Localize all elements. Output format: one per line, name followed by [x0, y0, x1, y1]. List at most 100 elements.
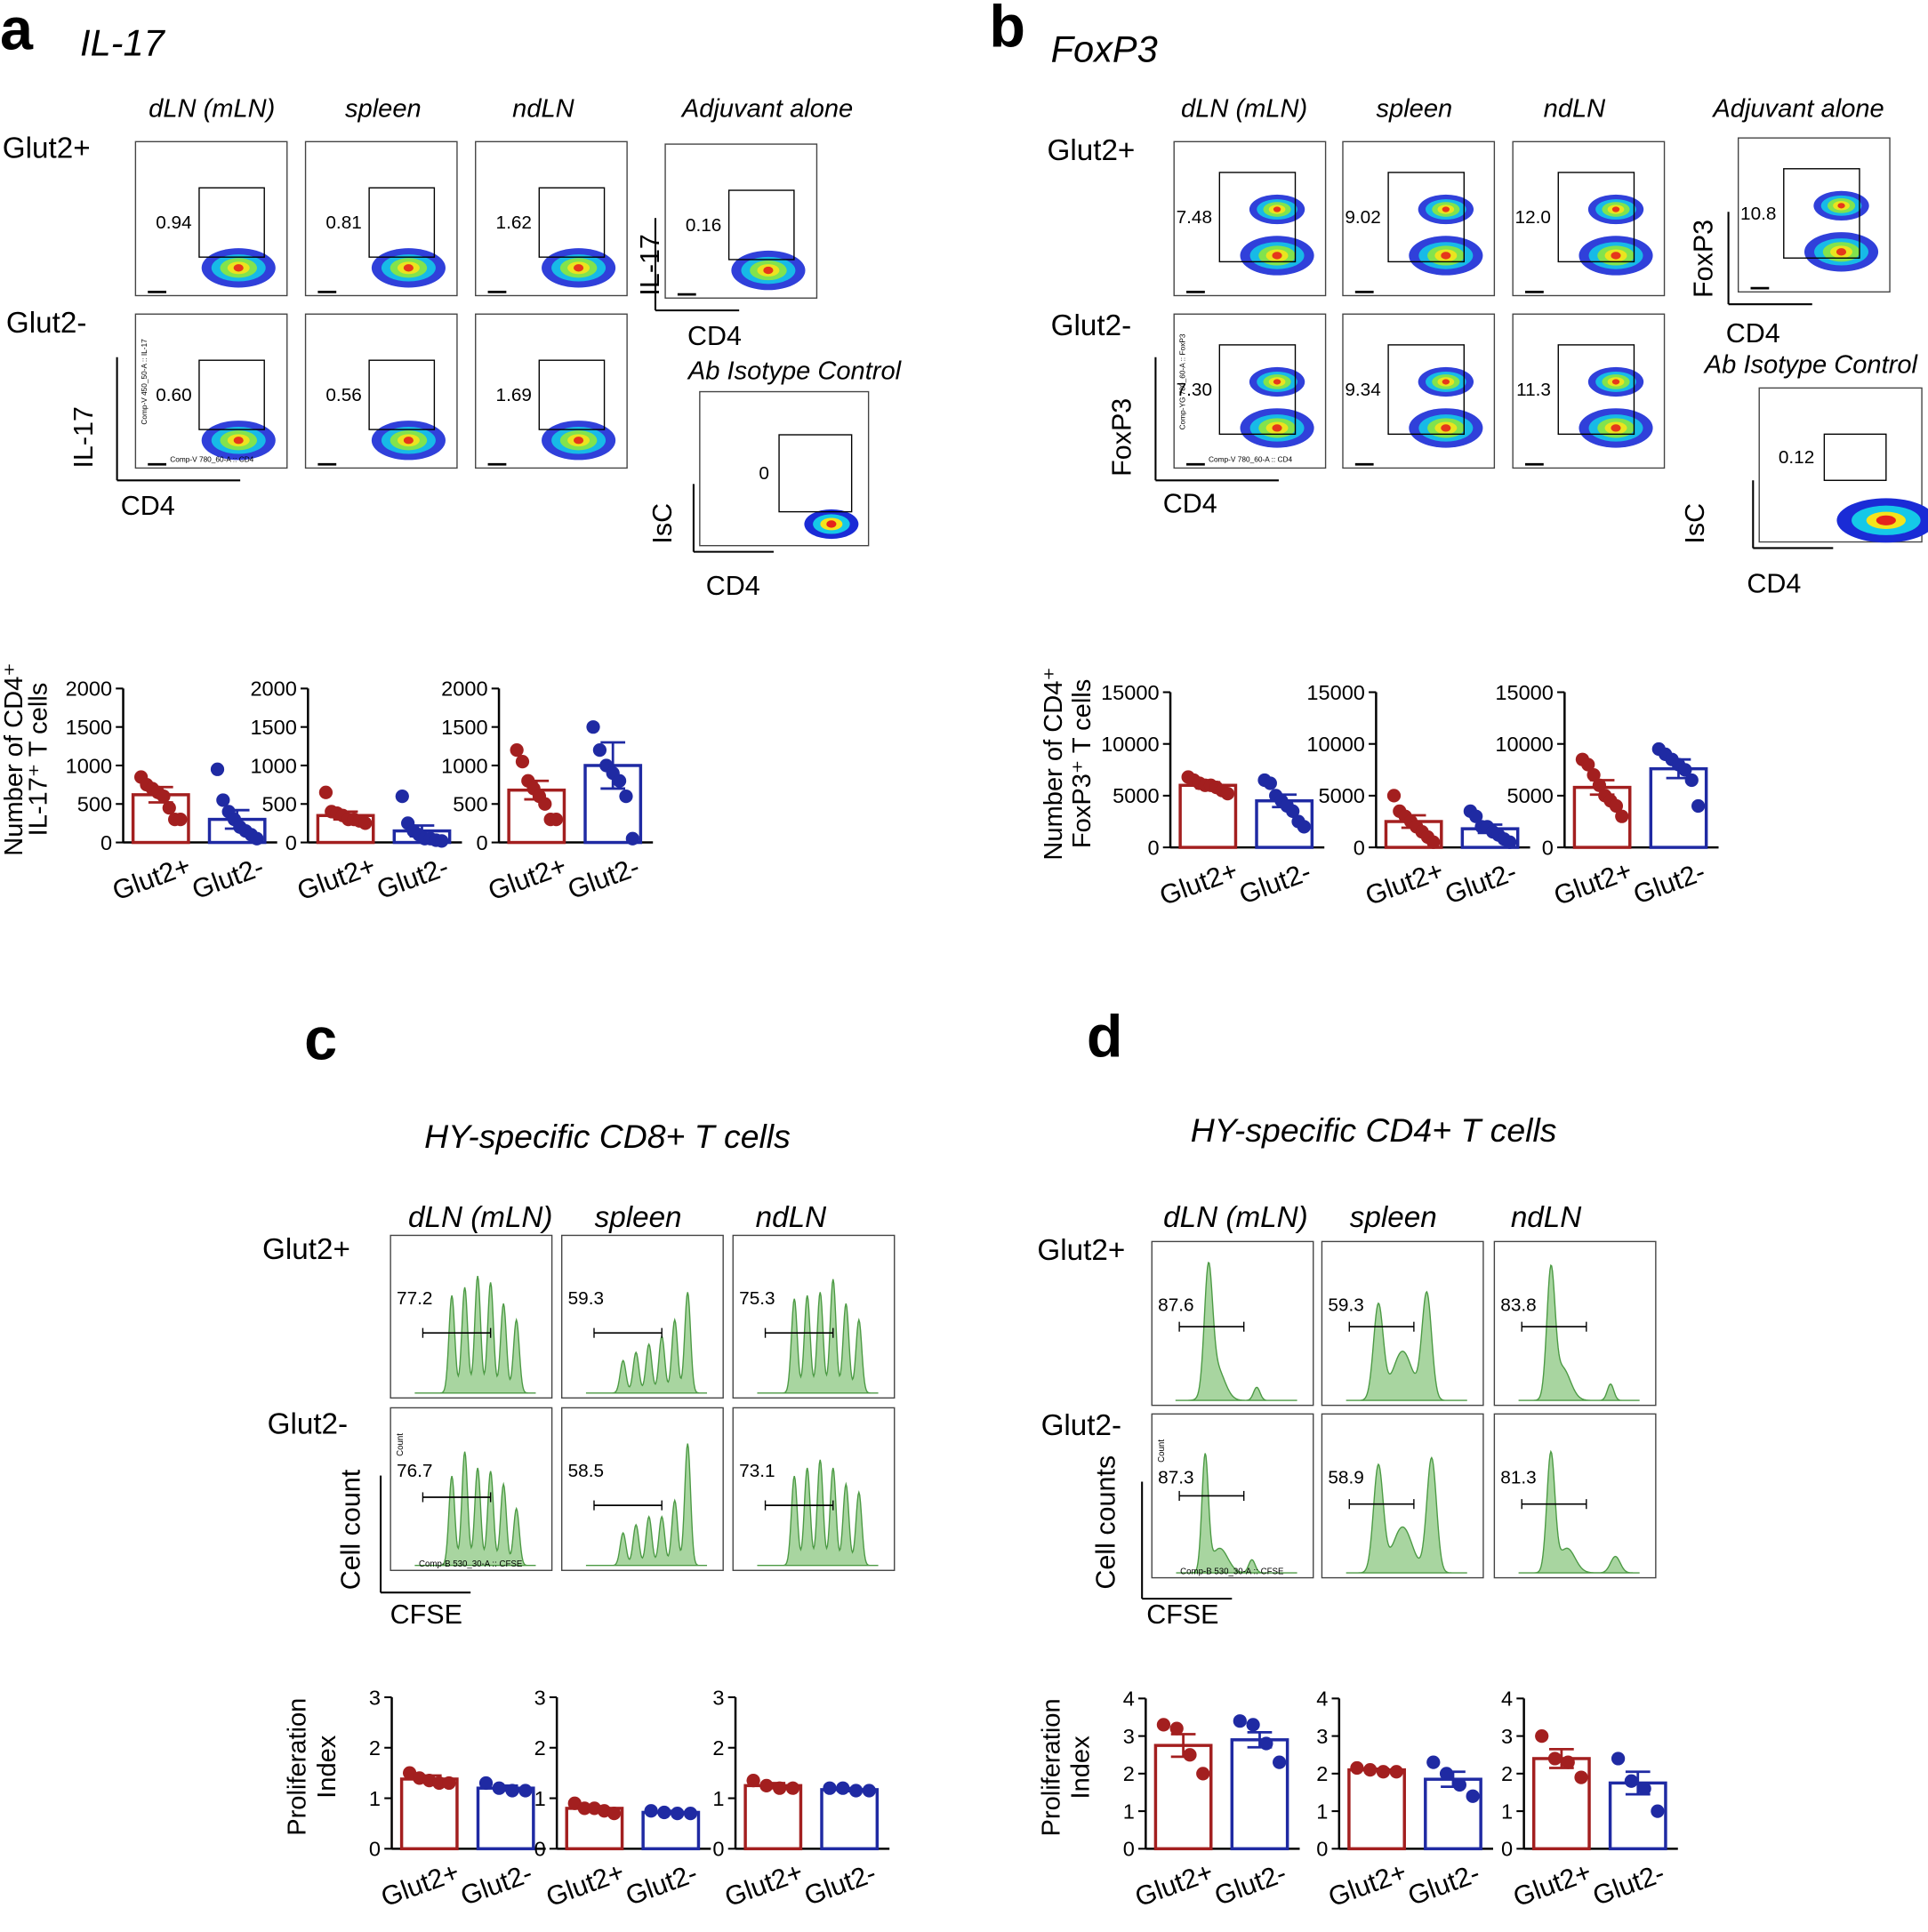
x-axis-label: CD4	[121, 491, 175, 521]
data-point	[1426, 1755, 1441, 1769]
gate-value: 0.16	[686, 215, 721, 236]
y-tick-label: 0	[534, 1838, 546, 1861]
bar	[1347, 1768, 1406, 1851]
gate-value: 81.3	[1500, 1468, 1536, 1488]
data-point	[862, 1784, 876, 1798]
x-tick-label: Glut2-	[1235, 856, 1315, 910]
panel-title: FoxP3	[1051, 28, 1158, 69]
data-point	[773, 1781, 787, 1795]
data-point	[435, 834, 449, 848]
data-point	[216, 793, 230, 807]
data-point	[1587, 768, 1601, 782]
histogram	[1346, 1455, 1467, 1574]
data-point	[1581, 758, 1595, 772]
y-axis-label: Index	[313, 1735, 341, 1799]
row-label: Glut2-	[6, 307, 87, 340]
y-tick-label: 3	[1316, 1725, 1328, 1748]
y-tick-label: 0	[1147, 836, 1159, 859]
gate-value: 58.5	[568, 1461, 604, 1481]
data-point	[1273, 1755, 1287, 1769]
data-point	[1233, 1714, 1247, 1728]
data-point	[1220, 786, 1235, 801]
density	[1273, 206, 1281, 212]
x-tick-label: Glut2+	[1509, 1856, 1595, 1912]
gate-value: 12.0	[1515, 207, 1551, 228]
x-tick-label: Glut2+	[1550, 855, 1636, 911]
data-point	[492, 1781, 506, 1795]
data-point	[848, 1784, 864, 1798]
bar	[399, 1777, 459, 1851]
gate	[1823, 433, 1887, 481]
row-label: Glut2+	[3, 132, 91, 164]
data-point	[1246, 1718, 1260, 1732]
gate-value: 9.02	[1345, 207, 1380, 228]
y-tick-label: 0	[1501, 1838, 1513, 1861]
histogram	[1346, 1290, 1467, 1401]
data-point	[1169, 1721, 1184, 1736]
density	[763, 266, 774, 275]
density	[1272, 252, 1282, 260]
gate-value: 77.2	[397, 1288, 432, 1309]
gate-value: 59.3	[1328, 1295, 1363, 1316]
x-tick-label: Glut2-	[564, 852, 644, 905]
histogram	[414, 1451, 536, 1567]
y-axis-label: Number of CD4⁺	[0, 662, 28, 855]
y-tick-label: 2	[712, 1736, 724, 1760]
y-tick-label: 0	[1316, 1838, 1328, 1861]
data-point	[1259, 1736, 1273, 1751]
data-point	[358, 816, 373, 830]
data-point	[1678, 763, 1692, 777]
gate	[1218, 344, 1297, 436]
density	[1272, 424, 1282, 432]
histogram	[1518, 1263, 1640, 1401]
data-point	[1651, 1804, 1665, 1818]
histogram	[757, 1459, 879, 1567]
density	[1611, 252, 1621, 260]
data-point	[162, 800, 176, 815]
data-point	[577, 1801, 591, 1816]
histogram	[1518, 1449, 1640, 1574]
column-header: spleen	[1350, 1201, 1437, 1234]
y-axis-label: Cell counts	[1091, 1455, 1121, 1590]
row-label: Glut2+	[1048, 134, 1136, 167]
y-tick-label: 15000	[1306, 681, 1364, 704]
x-tick-label: Glut2-	[1589, 1858, 1669, 1912]
data-point	[612, 774, 627, 788]
y-tick-label: 10000	[1306, 733, 1364, 756]
y-tick-label: 0	[476, 831, 487, 854]
y-tick-label: 3	[712, 1686, 724, 1709]
row-label: Glut2-	[1051, 309, 1132, 342]
data-point	[1611, 1752, 1626, 1766]
column-header: ndLN	[1511, 1201, 1582, 1234]
data-point	[1426, 835, 1441, 849]
gate-value: 10.8	[1740, 204, 1776, 224]
data-point	[210, 762, 225, 776]
inner-axis-label: Count	[396, 1433, 406, 1456]
density	[574, 264, 584, 272]
histogram	[585, 1292, 708, 1394]
gate	[1783, 168, 1860, 259]
panel-title: HY-specific CD4+ T cells	[1191, 1111, 1557, 1149]
density	[1273, 379, 1281, 385]
y-axis-label: IL-17	[68, 406, 99, 468]
data-point	[1196, 1767, 1210, 1781]
data-point	[1350, 1760, 1364, 1776]
data-point	[1363, 1762, 1378, 1777]
data-point	[318, 785, 333, 799]
row-label: Glut2+	[262, 1233, 350, 1266]
gate	[538, 187, 606, 258]
x-axis-label: CD4	[706, 571, 760, 601]
data-point	[785, 1781, 800, 1795]
histogram	[1176, 1262, 1297, 1401]
data-point	[478, 1776, 494, 1791]
data-point	[1156, 1718, 1171, 1732]
data-point	[1452, 1777, 1466, 1792]
density	[1611, 424, 1621, 432]
x-tick-label: Glut2-	[1404, 1858, 1484, 1912]
data-point	[549, 812, 564, 827]
y-tick-label: 1	[1501, 1800, 1513, 1823]
plot-frame	[1493, 1413, 1657, 1579]
data-point	[173, 812, 188, 827]
panel-letter: d	[1087, 1005, 1123, 1070]
y-axis-label: IL-17	[635, 234, 665, 295]
